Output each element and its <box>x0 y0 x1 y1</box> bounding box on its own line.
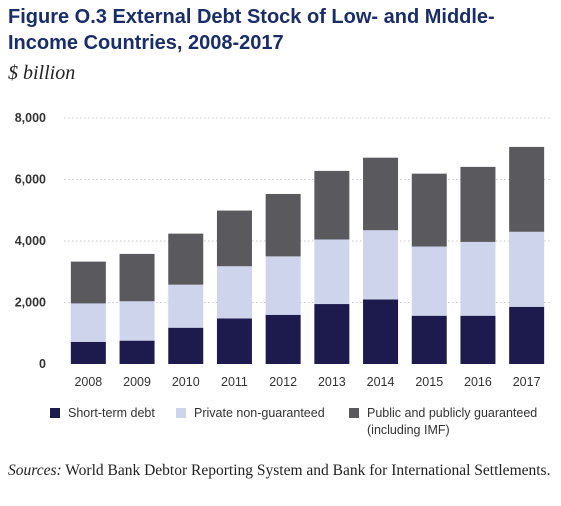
x-tick-label: 2016 <box>464 375 492 389</box>
bar-segment <box>216 318 252 364</box>
figure-number: Figure O.3 <box>8 6 107 28</box>
stacked-bar-chart: 0 2,000 4,000 6,000 8,000 2008 2009 2010 2011 201… <box>15 111 551 389</box>
source-text: World Bank Debtor Reporting System and B… <box>65 462 551 479</box>
bar-segment <box>460 241 496 316</box>
bar-segment <box>363 230 399 300</box>
bar-segment <box>411 173 447 247</box>
bar-segment <box>216 210 252 267</box>
x-tick-label: 2008 <box>74 375 102 389</box>
unit-label: $ billion <box>8 62 76 84</box>
legend-item-short-term: Short-term debt <box>50 405 155 422</box>
y-tick-label: 4,000 <box>15 234 46 248</box>
legend-label-public: Public and publicly guaranteed (includin… <box>367 406 538 437</box>
bar-segment <box>70 341 106 364</box>
y-tick-label: 8,000 <box>15 111 46 125</box>
x-tick-label: 2009 <box>123 375 151 389</box>
y-tick-label: 2,000 <box>15 296 46 310</box>
legend-swatch-public <box>349 408 359 418</box>
bar-segment <box>411 246 447 316</box>
bar-segment <box>411 315 447 364</box>
bar-segment <box>119 301 155 341</box>
bar-segment <box>460 315 496 364</box>
figure-title-text: External Debt Stock of Low- and Middle-I… <box>8 6 495 54</box>
bar-segment <box>265 256 301 315</box>
bar-segment <box>314 239 350 305</box>
source-note: Sources: World Bank Debtor Reporting Sys… <box>8 461 556 480</box>
x-tick-label: 2010 <box>172 375 200 389</box>
y-tick-label: 6,000 <box>15 173 46 187</box>
x-tick-label: 2017 <box>513 375 541 389</box>
x-tick-label: 2013 <box>318 375 346 389</box>
bar-segment <box>265 314 301 364</box>
x-tick-label: 2015 <box>415 375 443 389</box>
bar-segment <box>509 146 545 232</box>
bar-segment <box>119 253 155 302</box>
legend-label-private: Private non-guaranteed <box>194 406 325 420</box>
bar-segment <box>363 299 399 364</box>
source-label: Sources: <box>8 462 62 479</box>
bar-segment <box>265 193 301 257</box>
bar-segment <box>216 266 252 319</box>
chart-title: Figure O.3 External Debt Stock of Low- a… <box>8 4 556 56</box>
bar-segment <box>314 304 350 364</box>
legend-swatch-short-term <box>50 408 60 418</box>
x-tick-label: 2011 <box>221 375 248 389</box>
bar-segment <box>314 170 350 240</box>
bar-segment <box>168 284 204 328</box>
bar-segment <box>168 233 204 285</box>
x-tick-label: 2014 <box>367 375 395 389</box>
legend-item-public: Public and publicly guaranteed (includin… <box>349 405 549 439</box>
bar-segment <box>363 157 399 231</box>
x-tick-label: 2012 <box>269 375 297 389</box>
legend-label-short-term: Short-term debt <box>68 406 155 420</box>
bar-segment <box>70 261 106 304</box>
bar-segment <box>509 306 545 364</box>
bar-segment <box>168 327 204 364</box>
bar-segment <box>70 303 106 342</box>
bar-segment <box>119 340 155 364</box>
bar-segment <box>460 166 496 242</box>
legend-swatch-private <box>176 408 186 418</box>
y-tick-label: 0 <box>39 357 46 371</box>
legend-item-private: Private non-guaranteed <box>176 405 325 422</box>
bar-segment <box>509 231 545 307</box>
